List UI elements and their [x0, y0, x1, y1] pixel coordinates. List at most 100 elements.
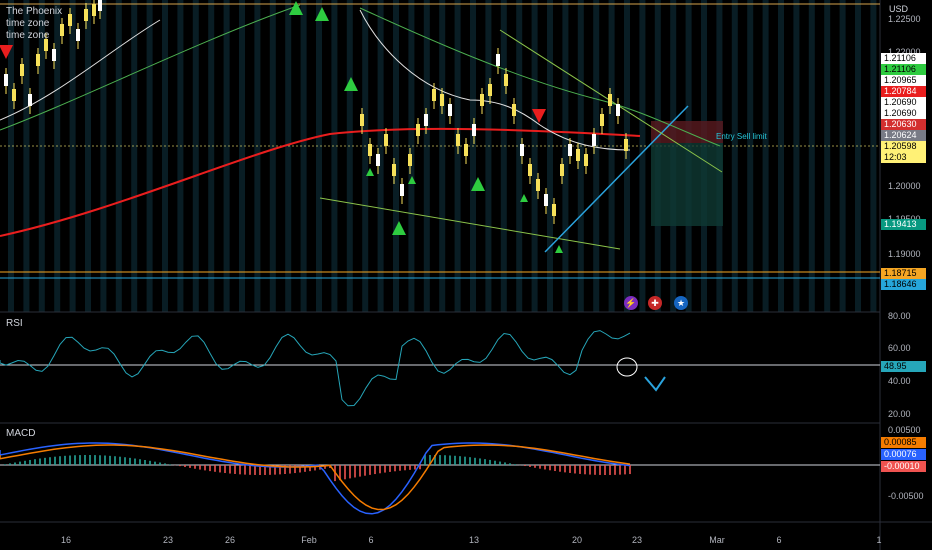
macd-histogram-bar	[454, 455, 456, 465]
candle-body	[584, 154, 588, 166]
session-stripe	[377, 0, 384, 312]
macd-histogram-bar	[339, 465, 341, 481]
macd-histogram-bar	[139, 459, 141, 465]
candle-body	[496, 54, 500, 66]
rsi-pane[interactable]	[0, 330, 880, 407]
session-stripe	[824, 0, 831, 312]
candle-body	[52, 49, 56, 61]
price-tick: 1.22500	[888, 14, 921, 24]
session-stripe	[870, 0, 877, 312]
session-stripe	[855, 0, 861, 312]
candle-body	[60, 24, 64, 36]
macd-histogram-bar	[74, 455, 76, 465]
lightning-icon[interactable]: ⚡	[624, 296, 638, 310]
candle-body	[368, 144, 372, 156]
macd-tick: -0.00500	[888, 491, 924, 501]
price-badge: 1.21106	[881, 53, 926, 64]
buy-signal-icon	[392, 221, 406, 235]
candle-body	[528, 164, 532, 176]
candle-body	[416, 124, 420, 136]
session-stripe	[300, 0, 307, 312]
candle-body	[488, 84, 492, 96]
macd-histogram-bar	[304, 465, 306, 472]
session-stripe	[393, 0, 399, 312]
entry-sell-limit-label[interactable]: Entry Sell limit	[716, 132, 767, 141]
candle-body	[384, 134, 388, 146]
target-zone	[651, 143, 723, 226]
us-flag-icon[interactable]: ★	[674, 296, 688, 310]
session-stripe	[362, 0, 369, 312]
price-pane[interactable]	[0, 0, 880, 279]
session-stripe	[269, 0, 276, 312]
price-badge: 1.20690	[881, 97, 926, 108]
macd-histogram-bar	[244, 465, 246, 475]
buy-signal-icon	[408, 176, 416, 184]
macd-histogram-bar	[34, 459, 36, 465]
candle-body	[560, 164, 564, 176]
macd-pane[interactable]	[0, 442, 880, 515]
macd-histogram-bar	[369, 465, 371, 475]
legend-timezone-2[interactable]: time zone	[6, 30, 50, 41]
candle-body	[392, 164, 396, 176]
candle-body	[456, 134, 460, 146]
red-moving-average	[0, 127, 641, 237]
macd-histogram-bar	[594, 465, 596, 475]
macd-histogram-bar	[464, 456, 466, 465]
session-stripe	[454, 0, 461, 312]
macd-histogram-bar	[484, 459, 486, 465]
candle-body	[608, 94, 612, 106]
session-stripe	[331, 0, 338, 312]
buy-signal-icon	[471, 177, 485, 191]
macd-histogram-bar	[359, 465, 361, 477]
session-stripe	[608, 0, 615, 312]
candle-body	[408, 154, 412, 166]
candle-body	[424, 114, 428, 126]
macd-histogram-bar	[214, 465, 216, 472]
session-stripe	[747, 0, 754, 312]
macd-histogram-bar	[129, 457, 131, 465]
candle-body	[360, 114, 364, 126]
uk-flag-icon[interactable]: ✚	[648, 296, 662, 310]
macd-histogram-bar	[549, 465, 551, 471]
candle-body	[552, 204, 556, 216]
macd-histogram-bar	[579, 465, 581, 474]
candle-body	[36, 54, 40, 66]
macd-histogram-bar	[249, 465, 251, 475]
macd-histogram-bar	[254, 465, 256, 475]
macd-histogram-bar	[354, 465, 356, 478]
macd-histogram-bar	[524, 465, 526, 467]
legend-title[interactable]: The Phoenix	[6, 6, 63, 17]
macd-histogram-bar	[29, 459, 31, 465]
macd-histogram-bar	[164, 463, 166, 465]
candle-body	[12, 89, 16, 101]
macd-histogram-bar	[204, 465, 206, 471]
time-tick: 13	[468, 535, 480, 545]
macd-histogram-bar	[84, 455, 86, 465]
rsi-label[interactable]: RSI	[6, 318, 23, 329]
session-stripe	[192, 0, 199, 312]
macd-histogram-bar	[279, 465, 281, 475]
macd-histogram-bar	[269, 465, 271, 475]
macd-histogram-bar	[479, 458, 481, 465]
macd-histogram-bar	[19, 461, 21, 465]
candle-body	[4, 74, 8, 86]
time-tick: 23	[162, 535, 174, 545]
macd-histogram-bar	[169, 464, 171, 465]
price-badge: 1.20784	[881, 86, 926, 97]
macd-histogram-bar	[189, 465, 191, 468]
macd-histogram-bar	[294, 465, 296, 474]
macd-histogram-bar	[604, 465, 606, 475]
buy-signal-icon	[289, 1, 303, 15]
macd-histogram-bar	[154, 461, 156, 465]
macd-histogram-bar	[4, 464, 6, 465]
macd-histogram-bar	[114, 456, 116, 465]
white-moving-average	[0, 9, 631, 151]
macd-label[interactable]: MACD	[6, 428, 36, 439]
macd-histogram-bar	[509, 463, 511, 465]
legend-timezone-1[interactable]: time zone	[6, 18, 50, 29]
buy-signal-icon	[520, 194, 528, 202]
macd-histogram-bar	[419, 465, 421, 470]
macd-histogram-bar	[444, 455, 446, 465]
green-moving-average	[0, 4, 721, 147]
